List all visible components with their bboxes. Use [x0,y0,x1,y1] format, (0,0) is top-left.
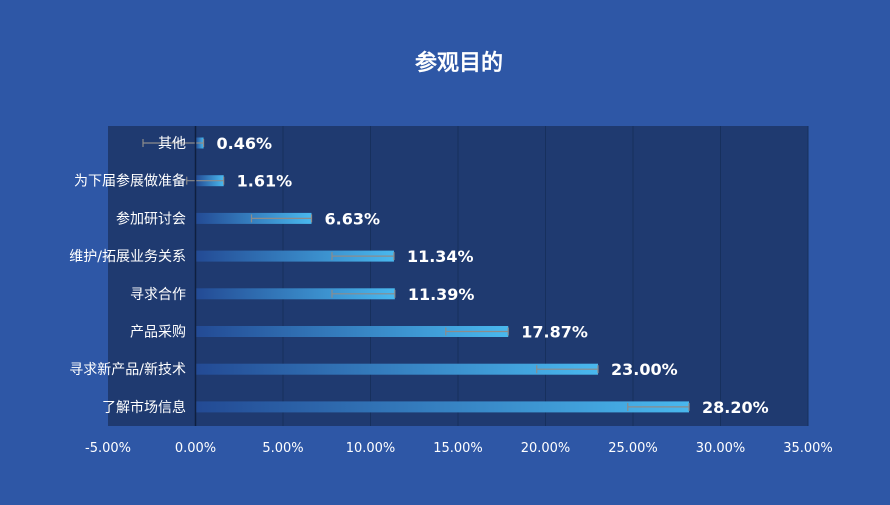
category-label: 寻求新产品/新技术 [69,362,186,378]
data-label: 28.20% [702,398,769,417]
x-tick-label: 0.00% [175,441,216,456]
x-tick-label: 25.00% [608,441,658,456]
category-label: 了解市场信息 [102,399,186,416]
x-tick-label: 5.00% [262,441,303,456]
x-tick-label: 15.00% [433,441,483,456]
data-label: 11.34% [407,247,474,266]
category-label: 维护/拓展业务关系 [69,249,186,265]
x-axis-tick-labels: -5.00% 0.00% 5.00% 10.00% 15.00% 20.00% 25.00%… [85,441,833,456]
data-label: 0.46% [217,134,273,153]
category-label: 为下届参展做准备 [74,173,186,190]
data-label: 6.63% [325,209,381,228]
x-tick-label: 30.00% [696,441,746,456]
x-tick-label: -5.00% [85,441,131,456]
value-labels: 0.46% 1.61% 6.63% 11.34% 11.39% 17.87% 23.00% 2… [217,134,769,417]
x-tick-label: 20.00% [521,441,571,456]
category-labels: 其他为下届参展做准备参加研讨会维护/拓展业务关系寻求合作产品采购寻求新产品/新技… [69,136,186,416]
category-label: 其他 [158,136,186,152]
data-label: 17.87% [521,323,588,342]
gridlines [282,126,809,426]
bar [195,288,395,300]
bar [195,250,394,262]
category-label: 产品采购 [130,325,186,341]
bar [195,401,689,413]
bar [195,326,509,337]
data-label: 1.61% [237,172,293,191]
category-label: 参加研讨会 [116,210,186,227]
x-tick-label: 35.00% [783,441,833,456]
data-label: 11.39% [408,285,475,304]
error-bars [142,139,690,411]
x-tick-label: 10.00% [346,441,396,456]
chart-title: 参观目的 [415,50,503,76]
category-label: 寻求合作 [130,287,186,303]
data-label: 23.00% [611,360,678,379]
bar [195,363,598,375]
